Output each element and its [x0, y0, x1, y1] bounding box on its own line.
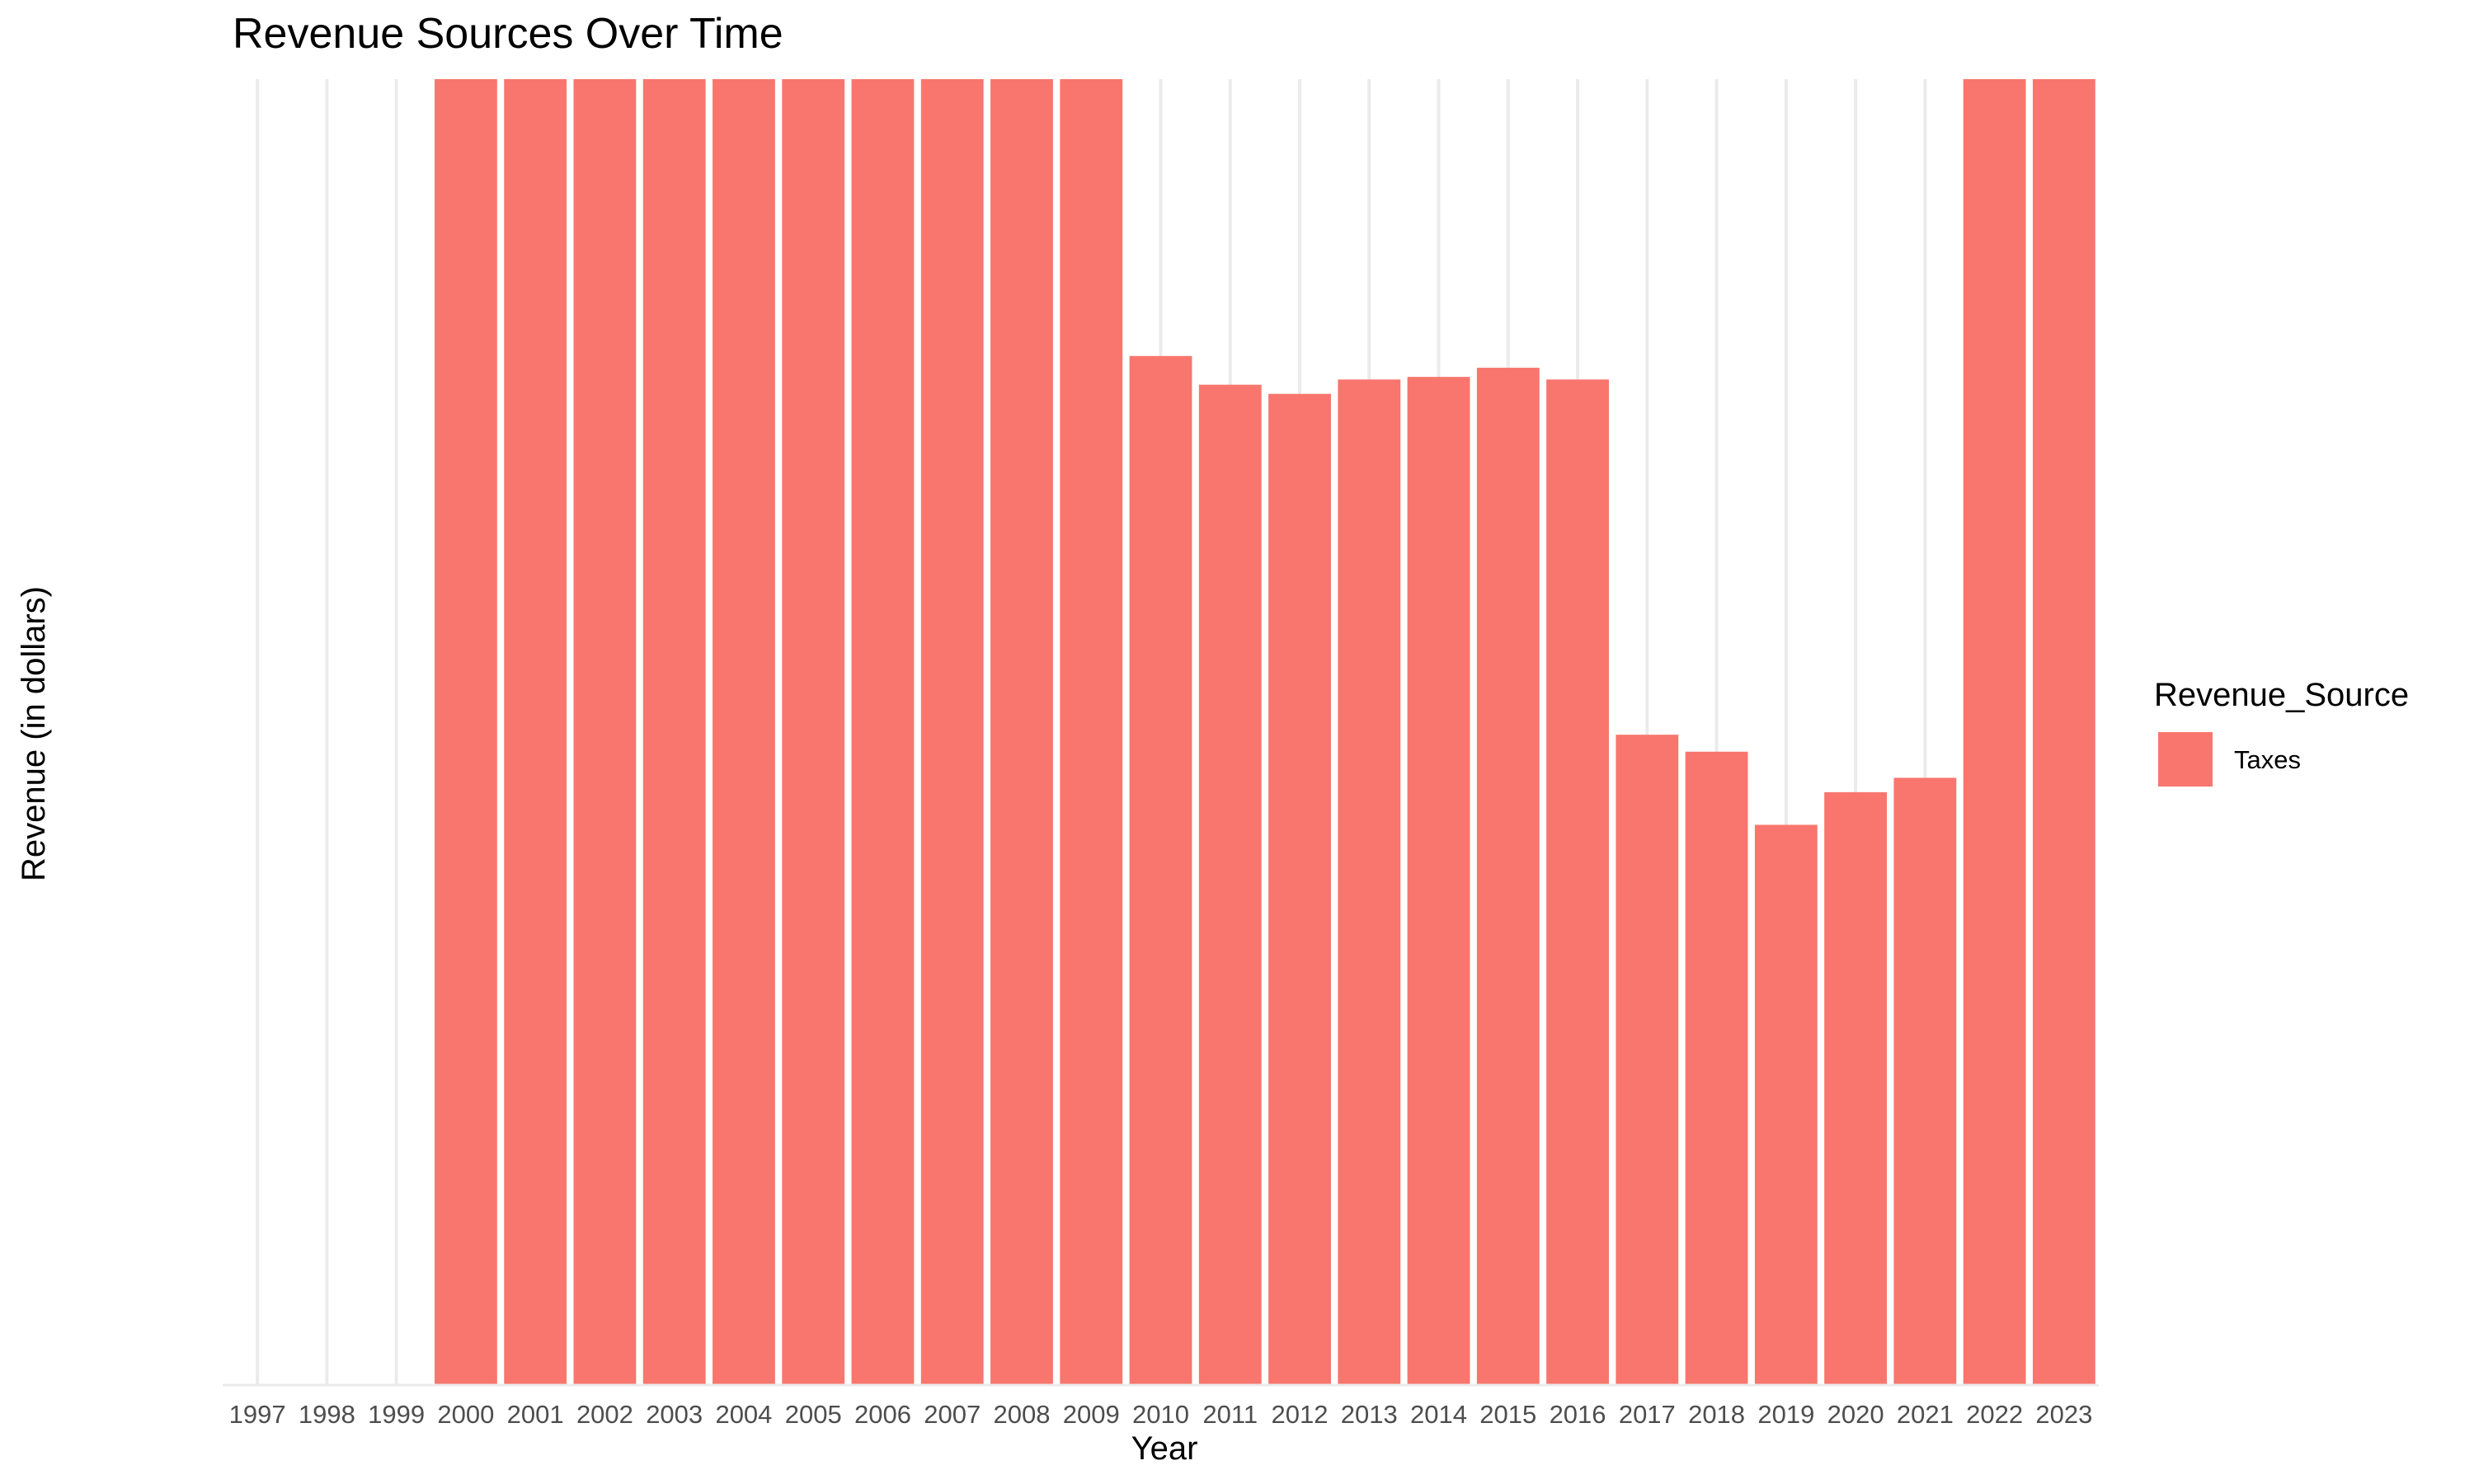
bar-2010	[1129, 355, 1192, 1386]
y-axis-title: Revenue (in dollars)	[16, 586, 52, 881]
bar-2000	[434, 79, 497, 1385]
bar-2012	[1268, 393, 1331, 1385]
bar-2007	[920, 79, 984, 1385]
bar-2021	[1893, 777, 1957, 1385]
bar-2004	[713, 79, 775, 1385]
x-tick-label: 2001	[507, 1400, 564, 1429]
x-tick-label: 2005	[785, 1400, 842, 1429]
bar-2005	[782, 79, 845, 1385]
x-tick-label: 2003	[646, 1400, 703, 1429]
x-tick-label: 2006	[854, 1400, 911, 1429]
x-tick-label: 1998	[299, 1400, 355, 1429]
x-tick-label: 2007	[924, 1400, 981, 1429]
legend-title: Revenue_Source	[2154, 677, 2409, 713]
x-tick-label: 2002	[576, 1400, 633, 1429]
x-tick-label: 2004	[715, 1400, 772, 1429]
x-tick-label: 2009	[1063, 1400, 1120, 1429]
x-tick-label: 2017	[1619, 1400, 1676, 1429]
legend-label-taxes: Taxes	[2234, 745, 2301, 774]
x-tick-label: 2000	[437, 1400, 494, 1429]
bars	[434, 79, 2095, 1386]
bar-2006	[851, 79, 915, 1385]
bar-2023	[2032, 79, 2095, 1385]
x-axis-title: Year	[1131, 1430, 1198, 1467]
bar-2002	[573, 79, 637, 1385]
x-tick-label: 2008	[993, 1400, 1050, 1429]
x-tick-label: 2014	[1410, 1400, 1467, 1429]
x-tick-label: 2015	[1479, 1400, 1536, 1429]
bar-2003	[642, 79, 706, 1385]
bar-2014	[1407, 377, 1470, 1386]
x-tick-label: 2023	[2035, 1400, 2092, 1429]
x-tick-label: 2010	[1132, 1400, 1189, 1429]
bar-2015	[1476, 368, 1540, 1386]
legend: Revenue_Source Taxes	[2154, 677, 2409, 787]
bar-2022	[1963, 79, 2026, 1385]
x-axis-tick-labels: 1997 1998 1999 2000 2001 2002 2003 2004 2005 2006…	[229, 1400, 2093, 1429]
bar-2001	[504, 79, 567, 1385]
plot-panel: 1997 1998 1999 2000 2001 2002 2003 2004 2005 2006…	[223, 79, 2099, 1429]
chart-title: Revenue Sources Over Time	[233, 10, 783, 58]
bar-2016	[1546, 379, 1609, 1385]
bar-2008	[990, 79, 1053, 1385]
x-tick-label: 2018	[1688, 1400, 1745, 1429]
bar-2009	[1060, 79, 1123, 1385]
bar-2018	[1685, 751, 1748, 1385]
x-tick-label: 2019	[1757, 1400, 1814, 1429]
x-tick-label: 1999	[368, 1400, 425, 1429]
bar-2011	[1198, 384, 1262, 1385]
bar-2017	[1616, 735, 1679, 1385]
legend-key-taxes	[2158, 732, 2213, 787]
x-tick-label: 2020	[1827, 1400, 1884, 1429]
x-tick-label: 2022	[1966, 1400, 2023, 1429]
x-tick-label: 2016	[1550, 1400, 1606, 1429]
bar-2019	[1754, 824, 1818, 1385]
x-tick-label: 2013	[1341, 1400, 1398, 1429]
bar-2013	[1338, 379, 1401, 1385]
x-tick-label: 2021	[1897, 1400, 1954, 1429]
x-tick-label: 1997	[229, 1400, 286, 1429]
x-tick-label: 2012	[1272, 1400, 1329, 1429]
x-tick-label: 2011	[1202, 1400, 1258, 1429]
bar-2020	[1824, 791, 1888, 1385]
